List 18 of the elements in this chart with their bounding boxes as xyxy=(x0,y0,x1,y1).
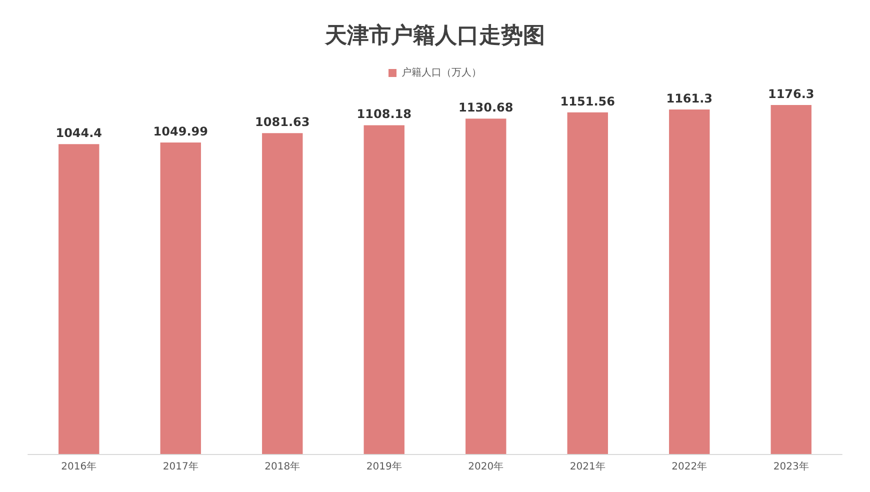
data-label: 1161.3 xyxy=(666,91,713,106)
data-label: 1176.3 xyxy=(768,87,814,102)
data-label: 1081.63 xyxy=(255,115,310,130)
x-tick-label: 2020年 xyxy=(468,460,504,472)
x-tick-label: 2016年 xyxy=(61,460,97,472)
x-tick-label: 2017年 xyxy=(162,460,198,472)
data-label: 1108.18 xyxy=(356,107,412,122)
data-label: 1049.99 xyxy=(153,124,208,139)
x-tick-label: 2022年 xyxy=(672,460,708,472)
data-label: 1151.56 xyxy=(560,94,615,108)
x-tick-label: 2019年 xyxy=(366,460,402,472)
legend-label: 户籍人口（万人） xyxy=(402,66,482,78)
x-tick-label: 2023年 xyxy=(773,460,809,472)
chart-title: 天津市户籍人口走势图 xyxy=(324,22,545,48)
data-label: 1044.4 xyxy=(56,126,102,140)
x-tick-label: 2021年 xyxy=(570,460,606,472)
data-label: 1130.68 xyxy=(458,100,514,115)
x-tick-label: 2018年 xyxy=(264,460,300,472)
